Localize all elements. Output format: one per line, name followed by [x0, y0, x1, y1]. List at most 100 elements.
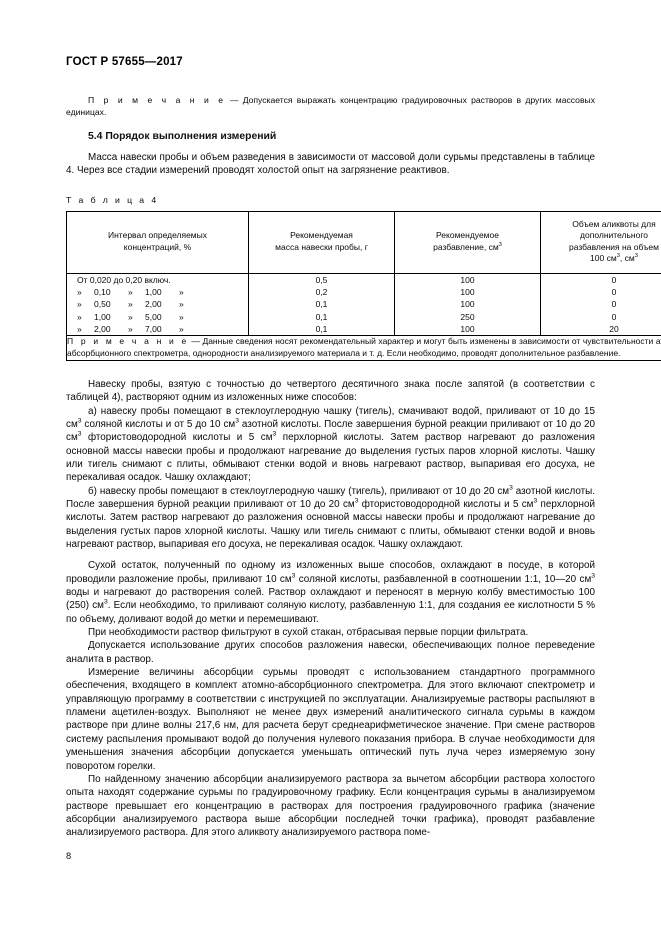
superscript-cube: 3 [591, 572, 595, 580]
table-header-row: Интервал определяемых концентраций, % Ре… [66, 210, 661, 275]
range-high: 1,00 [145, 287, 162, 298]
method-b-part-2: азотной кислоты. После завершения бурной… [66, 485, 595, 510]
range-from-symbol: » [77, 287, 82, 298]
superscript-cube: 3 [291, 572, 296, 580]
range-high: 7,00 [145, 323, 162, 334]
paragraph-calibration-graph: По найденному значению абсорбции анализи… [66, 773, 595, 839]
header-line-5: , см [619, 253, 635, 264]
paragraph-filtration: При необходимости раствор фильтруют в су… [88, 627, 529, 639]
value-mass: 0,1 [315, 299, 328, 310]
range-to-symbol: » [128, 299, 133, 310]
range-inclusive: » [179, 323, 184, 334]
method-a-part-1: а) навеску пробы помещают в стеклоуглеро… [66, 405, 595, 430]
range-from-symbol: » [77, 323, 82, 334]
method-b-part-4: перхлорной кислоты. Затем раствор нагрев… [66, 498, 596, 551]
superscript-cube: 3 [272, 430, 277, 438]
superscript-cube: 3 [498, 242, 502, 249]
value-mass: 0,2 [315, 287, 328, 298]
residue-part-1: Сухой остаток, полученный по одному из и… [66, 560, 595, 585]
table-row: » 0,10 » 1,00 » [77, 286, 248, 298]
range-low: 2,00 [94, 323, 111, 334]
value-aliquot: 0 [611, 287, 617, 298]
superscript-cube: 3 [354, 497, 359, 505]
header-line-2: дополнительного [580, 230, 648, 241]
table-header-aliquot-volume: Объем аликвоты для дополнительного разба… [540, 210, 661, 275]
header-line-4: 100 см [590, 253, 617, 264]
table-caption: Т а б л и ц а 4 [66, 194, 159, 205]
range-to-symbol: » [128, 287, 133, 298]
paragraph-weighing: Навеску пробы, взятую с точностью до чет… [66, 378, 595, 404]
method-a-part-3: азотной кислоты. После завершения бурной… [66, 418, 595, 444]
value-aliquot: 0 [611, 299, 617, 310]
table-note-text: — Данные сведения носят рекомендательный… [67, 336, 661, 358]
superscript-cube: 3 [616, 253, 620, 260]
range-inclusive: » [179, 299, 184, 310]
table-4: Интервал определяемых концентраций, % Ре… [66, 210, 661, 361]
paragraph-absorbance-measurement: Измерение величины абсорбции сурьмы пров… [66, 667, 595, 772]
superscript-cube: 3 [634, 253, 638, 260]
method-b-part-1: б) навеску пробы помещают в стеклоуглеро… [88, 485, 510, 497]
range-inclusive: » [179, 311, 184, 322]
value-aliquot: 20 [609, 323, 619, 334]
header-line-2: масса навески пробы, г [275, 241, 368, 252]
note-paragraph-top: П р и м е ч а н и е — Допускается выража… [66, 94, 595, 118]
method-a-part-2: соляной кислоты и от 5 до 10 см [81, 418, 236, 430]
value-mass: 0,1 [315, 323, 328, 334]
paragraph-other-methods: Допускается использование других способо… [66, 640, 595, 665]
cell-table-note: П р и м е ч а н и е — Данные сведения но… [66, 335, 661, 361]
range-low: 0,50 [94, 299, 111, 310]
range-to-symbol: » [128, 311, 133, 322]
header-line-1: Рекомендуемая [290, 230, 353, 241]
superscript-cube: 3 [77, 430, 82, 438]
header-line-1: Интервал определяемых [107, 230, 208, 241]
table-header-dilution: Рекомендуемое разбавление, см3 [394, 210, 541, 275]
value-aliquot: 0 [611, 311, 617, 322]
residue-part-2: соляной кислоты, разбавленной в соотноше… [295, 573, 592, 585]
range-to-symbol: » [128, 323, 133, 334]
table-row: » 0,50 » 2,00 » [77, 298, 248, 310]
value-mass: 0,5 [315, 275, 328, 286]
table-row: » 2,00 » 7,00 » [77, 323, 248, 335]
section-heading-5-4: 5.4 Порядок выполнения измерений [88, 131, 277, 142]
page-content: ГОСТ Р 57655—2017 П р и м е ч а н и е — … [66, 56, 661, 840]
page-number: 8 [66, 851, 72, 861]
table-note-paragraph: П р и м е ч а н и е — Данные сведения но… [67, 336, 661, 360]
superscript-cube: 3 [509, 484, 513, 492]
table-body-row-group: От 0,020 до 0,20 включ. » 0,10 » 1,00 » … [66, 273, 661, 337]
cell-concentration-ranges: От 0,020 до 0,20 включ. » 0,10 » 1,00 » … [66, 273, 249, 337]
value-dilution: 250 [460, 311, 475, 322]
superscript-cube: 3 [235, 417, 239, 425]
range-high: 2,00 [145, 299, 162, 310]
method-a-part-4: фтористоводородной кислоты и 5 см [81, 432, 273, 444]
table-header-sample-mass: Рекомендуемая масса навески пробы, г [248, 210, 395, 275]
cell-dilution-values: 100 100 100 250 100 [394, 273, 541, 337]
range-low: 1,00 [94, 311, 111, 322]
superscript-cube: 3 [533, 497, 538, 505]
range-from-symbol: » [77, 299, 82, 310]
header-line-1: Рекомендуемое [436, 230, 499, 241]
cell-sample-mass-values: 0,5 0,2 0,1 0,1 0,1 [248, 273, 395, 337]
value-dilution: 100 [460, 275, 475, 286]
note-text-top: — Допускается выражать концентрацию град… [66, 95, 595, 117]
paragraph-method-a: а) навеску пробы помещают в стеклоуглеро… [66, 405, 595, 485]
method-b-part-3: фтористоводородной кислоты и 5 см [358, 498, 534, 510]
superscript-cube: 3 [103, 599, 108, 607]
header-line-1: Объем аликвоты для [572, 218, 656, 229]
table-note-label: П р и м е ч а н и е [67, 336, 189, 347]
method-a-part-5: перхлорной кислоты. Затем раствор нагрев… [66, 432, 596, 484]
table-row: От 0,020 до 0,20 включ. [77, 275, 171, 286]
value-dilution: 100 [460, 287, 475, 298]
section-intro-paragraph: Масса навески пробы и объем разведения в… [66, 152, 595, 177]
range-inclusive: » [179, 287, 184, 298]
value-aliquot: 0 [611, 275, 617, 286]
table-row: » 1,00 » 5,00 » [77, 311, 248, 323]
header-line-2: разбавление, см [433, 241, 499, 252]
document-standard-header: ГОСТ Р 57655—2017 [66, 56, 183, 68]
range-low: 0,10 [94, 287, 111, 298]
value-mass: 0,1 [315, 311, 328, 322]
note-label-top: П р и м е ч а н и е [88, 95, 226, 105]
header-line-2: концентраций, % [123, 241, 192, 252]
table-header-concentration-range: Интервал определяемых концентраций, % [66, 210, 249, 275]
paragraph-dry-residue: Сухой остаток, полученный по одному из и… [66, 559, 595, 626]
